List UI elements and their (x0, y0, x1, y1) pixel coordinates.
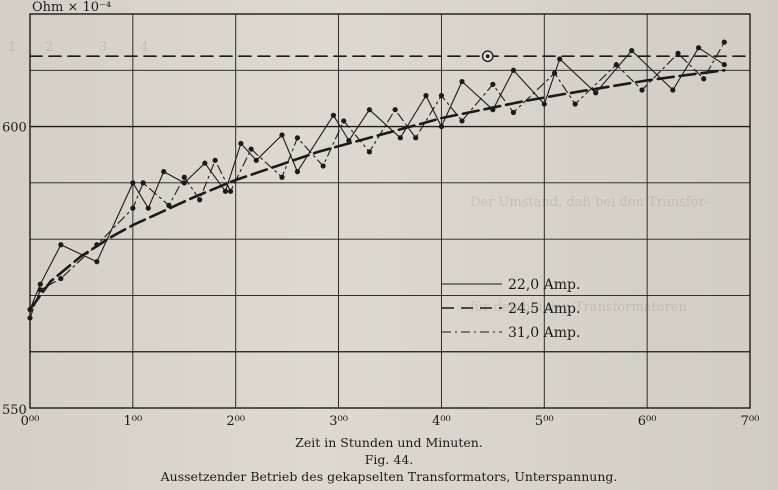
data-point (212, 157, 218, 163)
data-point (639, 87, 645, 93)
data-point (510, 109, 517, 116)
data-point (721, 39, 727, 45)
data-point (130, 205, 136, 211)
data-point (27, 315, 33, 321)
data-point (392, 107, 398, 113)
legend-label: 22,0 Amp. (508, 277, 580, 293)
data-point (222, 188, 229, 194)
data-point (593, 90, 599, 96)
data-point (130, 180, 136, 186)
figure-number: Fig. 44. (364, 452, 414, 467)
data-point (166, 202, 172, 208)
series-points (27, 39, 727, 321)
data-point (366, 149, 373, 155)
x-tick-label: 6⁰⁰ (638, 414, 657, 429)
data-point (140, 180, 146, 186)
data-point (161, 169, 167, 175)
data-point (613, 62, 619, 68)
legend-label: 24,5 Amp. (508, 301, 580, 317)
data-point (413, 135, 419, 141)
data-point (397, 135, 403, 141)
data-point (202, 160, 208, 166)
data-point (279, 174, 285, 180)
x-tick-label: 0⁰⁰ (21, 414, 40, 429)
data-point (58, 275, 64, 282)
data-point (253, 157, 259, 163)
x-tick-label: 3⁰⁰ (329, 414, 348, 429)
x-tick-label: 5⁰⁰ (535, 414, 554, 429)
data-point (670, 87, 676, 93)
x-tick-label: 7⁰⁰ (741, 414, 760, 429)
show-through-text: 1 2 3 4 (8, 40, 149, 55)
data-point (459, 118, 465, 124)
data-point (541, 101, 547, 107)
data-point (490, 81, 496, 87)
data-point (510, 67, 517, 73)
y-tick-label: 550 (2, 403, 27, 418)
data-point (629, 47, 635, 54)
data-point (557, 56, 563, 62)
plot-frame (29, 13, 751, 409)
y-axis-label: Ohm × 10⁻⁴ (32, 0, 111, 15)
data-point (346, 138, 352, 144)
data-point (721, 62, 727, 68)
data-point (227, 188, 234, 194)
data-point (248, 146, 254, 152)
data-point (37, 281, 43, 287)
data-point (320, 163, 326, 169)
legend: 22,0 Amp. 24,5 Amp. 31,0 Amp. (442, 277, 580, 341)
data-point (572, 101, 578, 107)
data-point (675, 50, 681, 57)
show-through-text: Der Umstand, daß bei den Transfor- (470, 195, 709, 210)
grid-lines (30, 14, 750, 408)
data-point (366, 107, 373, 113)
x-tick-label: 2⁰⁰ (226, 414, 245, 429)
data-point (438, 93, 445, 99)
series-line-2 (29, 41, 725, 319)
show-through-text: für den bei den Transformatoren (470, 300, 687, 315)
data-point (423, 93, 429, 99)
data-point (551, 70, 558, 76)
data-point (294, 135, 301, 141)
y-tick-label: 600 (2, 121, 27, 136)
data-point (145, 205, 151, 211)
data-point (701, 76, 707, 82)
tick-labels: 0⁰⁰ 1⁰⁰ 2⁰⁰ 3⁰⁰ 4⁰⁰ 5⁰⁰ 6⁰⁰ 7⁰⁰ 550 600 (2, 121, 759, 429)
data-point (181, 174, 187, 180)
data-point (94, 242, 100, 248)
data-point (58, 242, 64, 248)
series-line-3 (28, 69, 726, 311)
data-point (94, 259, 100, 265)
x-axis-label: Zeit in Stunden und Minuten. (295, 435, 483, 450)
data-point (330, 112, 337, 118)
x-tick-label: 4⁰⁰ (432, 414, 451, 429)
data-point (27, 306, 33, 313)
data-point (490, 107, 496, 113)
data-point (459, 78, 465, 85)
circled-point-center (485, 54, 490, 59)
x-tick-label: 1⁰⁰ (124, 414, 143, 429)
data-point (438, 123, 445, 130)
data-point (294, 169, 301, 175)
data-point (279, 132, 285, 138)
data-point (695, 45, 702, 51)
data-point (181, 180, 187, 186)
data-point (341, 118, 347, 124)
figure-title: Aussetzender Betrieb des gekapselten Tra… (160, 469, 618, 484)
data-point (37, 287, 43, 293)
data-point (197, 197, 203, 203)
legend-label: 31,0 Amp. (508, 325, 580, 341)
series-lines (28, 41, 746, 319)
series-line-0 (29, 47, 725, 311)
data-point (238, 140, 244, 147)
